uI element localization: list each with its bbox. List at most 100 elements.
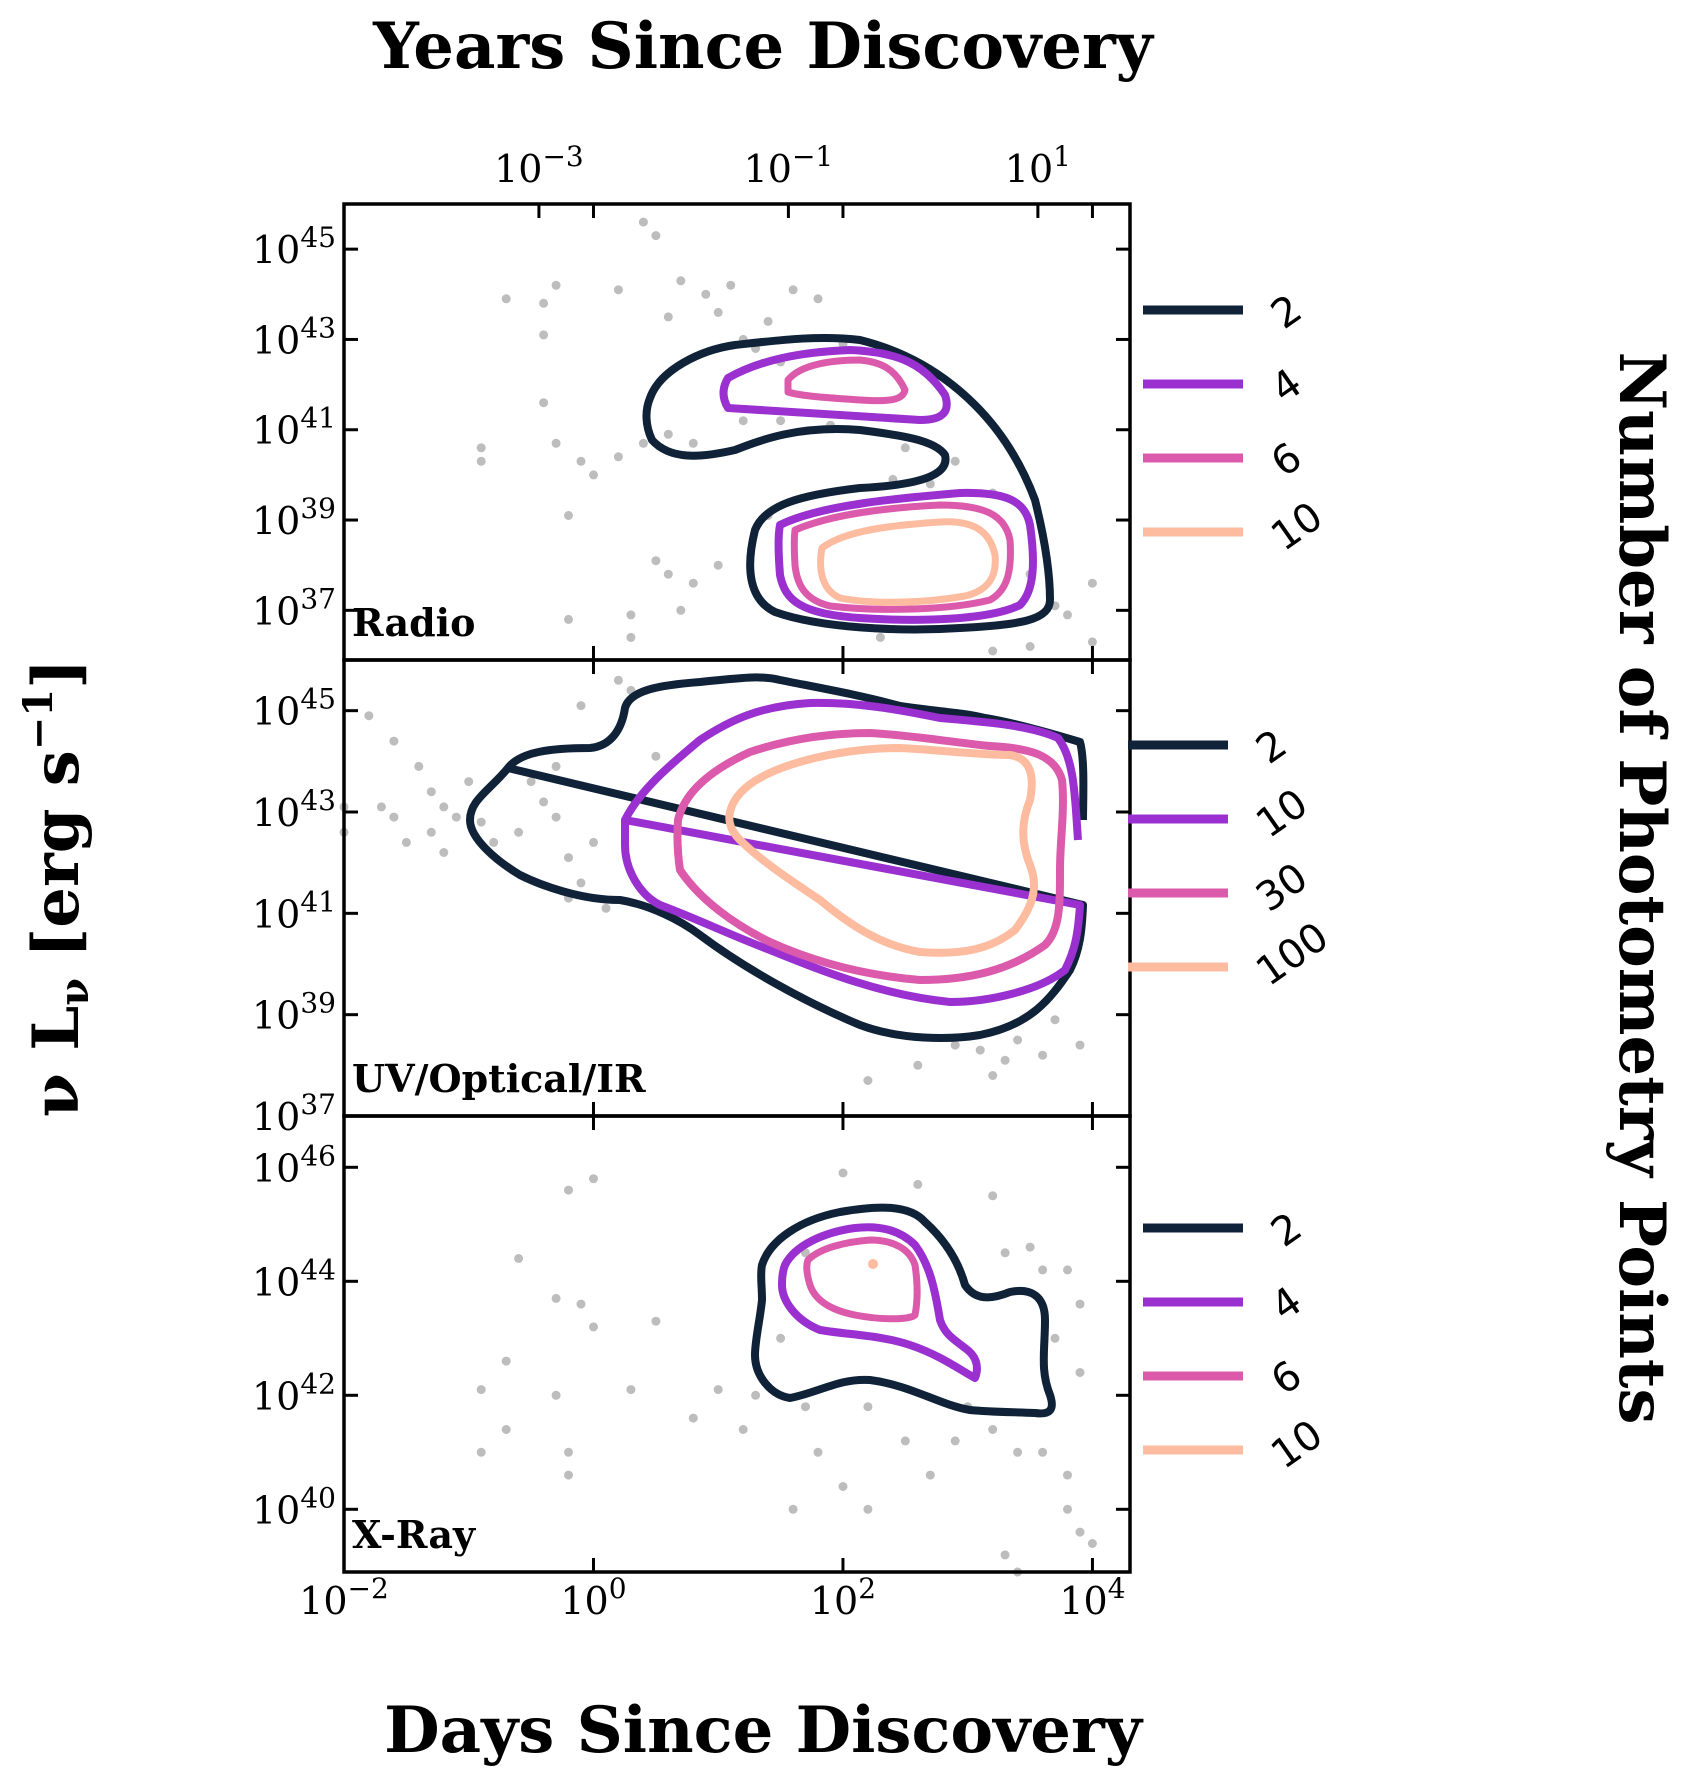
scatter-point xyxy=(863,1504,873,1514)
scatter-point xyxy=(738,1425,748,1434)
scatter-point xyxy=(863,1402,873,1412)
y-axis-title-main: ν L xyxy=(19,1006,94,1118)
scatter-point xyxy=(1063,1504,1072,1514)
xray-contours xyxy=(751,1203,1056,1418)
scatter-point xyxy=(564,1470,573,1480)
uvoir-contour-level-30 xyxy=(673,729,1067,984)
scatter-point xyxy=(1013,1447,1023,1457)
uvoir-contour-level-100 xyxy=(725,744,1038,957)
radio-top-ticks: 10−3 10−1 101 xyxy=(494,140,1071,218)
scatter-point xyxy=(576,701,586,711)
radio-contour-level-4-lower xyxy=(774,488,1037,624)
legend-label: 2 xyxy=(1263,1204,1310,1256)
scatter-point xyxy=(863,1076,873,1085)
uvoir-scatter xyxy=(339,675,1085,1085)
legend-label: 30 xyxy=(1248,854,1316,921)
scatter-point xyxy=(589,1174,598,1184)
scatter-point xyxy=(564,614,573,624)
scatter-point xyxy=(988,1425,998,1434)
legend-label: 10 xyxy=(1248,780,1316,847)
scatter-point xyxy=(501,1425,511,1434)
scatter-point xyxy=(564,1185,573,1195)
xray-x-ticks xyxy=(342,1116,1094,1572)
scatter-point xyxy=(1075,1527,1085,1537)
scatter-point xyxy=(975,1045,985,1055)
scatter-point xyxy=(663,312,673,322)
scatter-point xyxy=(726,280,736,290)
y-tick-label: 1041 xyxy=(252,402,336,453)
scatter-point xyxy=(1038,1050,1048,1060)
radio-y-ticks: 1037 1039 1041 1043 1045 xyxy=(252,221,1130,633)
radio-contours xyxy=(642,333,1054,634)
scatter-point xyxy=(663,569,673,579)
scatter-point xyxy=(613,452,623,462)
scatter-point xyxy=(713,560,723,570)
y-axis-title-unit: [erg s xyxy=(19,750,94,958)
legend-label: 6 xyxy=(1263,434,1310,486)
x-tick-label: 10−2 xyxy=(299,1572,389,1623)
scatter-point xyxy=(988,1071,998,1080)
scatter-point xyxy=(1063,1265,1072,1275)
y-axis-title-close: ] xyxy=(19,659,94,689)
scatter-point xyxy=(613,285,623,295)
scatter-point xyxy=(439,802,449,812)
scatter-point xyxy=(1075,1368,1085,1377)
scatter-point xyxy=(364,711,374,721)
scatter-point xyxy=(1087,578,1097,588)
scatter-point xyxy=(551,280,561,290)
scatter-point xyxy=(551,1293,561,1303)
scatter-point xyxy=(701,289,711,299)
scatter-point xyxy=(1087,637,1097,647)
scatter-point xyxy=(713,307,723,317)
scatter-point xyxy=(801,1402,810,1412)
y-tick-label: 1045 xyxy=(252,683,336,734)
xray-contour-level-2 xyxy=(751,1203,1056,1418)
scatter-point xyxy=(1038,1447,1048,1457)
scatter-point xyxy=(763,316,773,326)
scatter-point xyxy=(688,1413,698,1423)
top-tick-label: 101 xyxy=(1005,140,1071,191)
scatter-point xyxy=(651,751,661,761)
scatter-point xyxy=(401,837,411,847)
uvoir-contour-level-2 xyxy=(466,673,1088,1042)
legend-label: 4 xyxy=(1263,360,1310,412)
scatter-point xyxy=(426,827,436,837)
y-tick-label: 1040 xyxy=(252,1481,336,1532)
radio-contour-level-2 xyxy=(642,333,1054,634)
scatter-point xyxy=(688,578,698,588)
scatter-point xyxy=(439,848,449,857)
scatter-point xyxy=(638,217,648,227)
scatter-point xyxy=(551,761,561,771)
scatter-point xyxy=(676,276,686,286)
scatter-point xyxy=(1087,1539,1097,1548)
y-tick-label: 1037 xyxy=(252,582,336,633)
scatter-point xyxy=(738,416,748,426)
scatter-point xyxy=(626,632,636,642)
scatter-point xyxy=(564,1447,573,1457)
radio-contour-level-6-upper xyxy=(784,356,909,405)
scatter-point xyxy=(713,1385,723,1395)
scatter-point xyxy=(1025,642,1035,651)
legend-label: 6 xyxy=(1263,1352,1310,1404)
scatter-point xyxy=(751,1390,761,1400)
radio-legend: 2 4 6 10 xyxy=(1143,286,1331,560)
legend-label: 100 xyxy=(1248,914,1337,995)
x-tick-label: 102 xyxy=(810,1572,876,1623)
radio-contour-level-10 xyxy=(817,518,999,606)
scatter-point xyxy=(813,1447,823,1457)
radio-panel-label: Radio xyxy=(352,600,475,645)
y-axis-title: ν Lν [erg s−1] xyxy=(15,659,98,1118)
xray-scatter xyxy=(476,1168,1097,1577)
scatter-point xyxy=(389,812,399,822)
scatter-point xyxy=(389,736,399,746)
xray-y-ticks: 1040 1042 1044 1046 xyxy=(252,1139,1130,1532)
bottom-x-tick-labels: 10−2 100 102 104 xyxy=(299,1572,1125,1623)
scatter-point xyxy=(788,285,798,295)
scatter-point xyxy=(489,837,499,847)
y-tick-label: 1043 xyxy=(252,311,336,362)
legend-label: 2 xyxy=(1263,286,1310,338)
y-tick-label: 1039 xyxy=(252,987,336,1038)
scatter-point xyxy=(589,1322,598,1332)
scatter-point xyxy=(1025,1242,1035,1252)
y-tick-label: 1045 xyxy=(252,221,336,272)
